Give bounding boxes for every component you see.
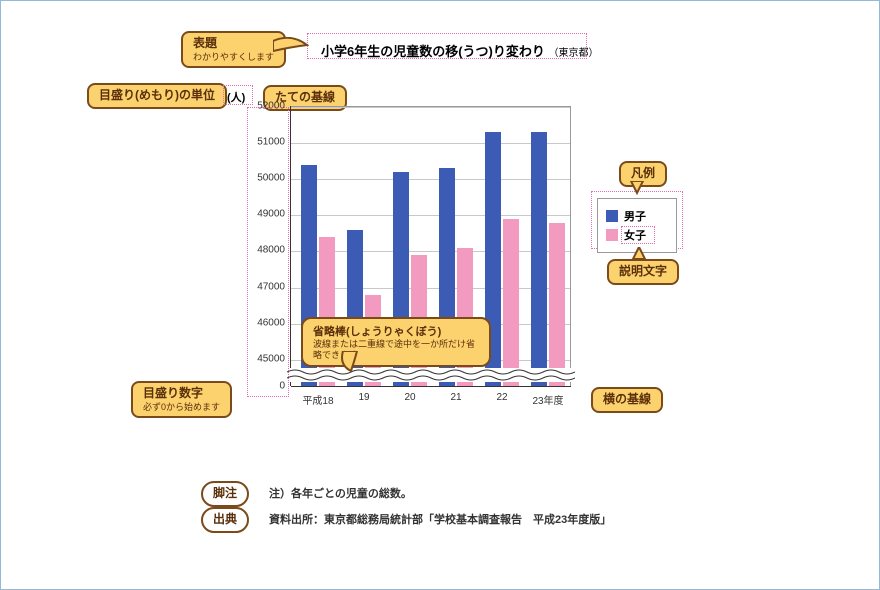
tail-hanrei xyxy=(629,181,645,195)
callout-shoryaku-label: 省略棒(しょうりゃくぼう) xyxy=(313,326,441,338)
callout-shoryaku: 省略棒(しょうりゃくぼう) 波線または二重線で途中を一か所だけ省略できます xyxy=(301,317,491,367)
anno-yoko-kisen: 横の基線 xyxy=(591,387,663,413)
title-main: 小学6年生の児童数の移(うつ)り変わり xyxy=(321,44,545,59)
anno-memori-unit: 目盛り(めもり)の単位 xyxy=(87,83,227,109)
anno-memori-suji-label: 目盛り数字 xyxy=(143,386,203,400)
anno-setsumei-label: 説明文字 xyxy=(619,264,667,278)
figure-canvas: 小学6年生の児童数の移(うつ)り変わり （東京都） 表題 わかりやすくします 目… xyxy=(0,0,880,590)
yaxis-unit: (人) xyxy=(227,89,245,105)
swatch-female xyxy=(606,229,618,241)
swatch-male xyxy=(606,210,618,222)
legend-male-label: 男子 xyxy=(624,208,646,224)
anno-hyodai-sub: わかりやすくします xyxy=(193,52,274,64)
bar-female xyxy=(549,223,565,387)
callout-shoryaku-sub: 波線または二重線で途中を一か所だけ省略できます xyxy=(313,339,479,361)
tail-hyodai xyxy=(273,37,309,57)
anno-yoko-label: 横の基線 xyxy=(603,392,651,406)
xtick-label: 19 xyxy=(358,392,369,403)
title-suffix: （東京都） xyxy=(549,48,599,59)
gridline xyxy=(291,143,570,144)
gridline xyxy=(291,215,570,216)
anno-setsumei: 説明文字 xyxy=(607,259,679,285)
anno-memori-unit-label: 目盛り(めもり)の単位 xyxy=(99,88,215,102)
xtick-label: 22 xyxy=(496,392,507,403)
bar-female xyxy=(503,219,519,387)
legend-label-dotted xyxy=(621,226,655,244)
xtick-label: 20 xyxy=(404,392,415,403)
xtick-label: 23年度 xyxy=(532,392,563,407)
yticks-dotted-box xyxy=(247,107,289,397)
xtick-label: 平成18 xyxy=(302,392,333,407)
gridline xyxy=(291,179,570,180)
anno-hanrei-label: 凡例 xyxy=(631,166,655,180)
anno-shutten: 出典 xyxy=(201,507,249,533)
tail-shoryaku xyxy=(339,351,363,373)
footnote-text: 注）各年ごとの児童の総数。 xyxy=(269,485,412,501)
tail-setsumei xyxy=(631,247,647,261)
axis-break xyxy=(287,368,575,382)
source-text: 資料出所：東京都総務局統計部「学校基本調査報告 平成23年度版」 xyxy=(269,511,611,527)
anno-kyakuchu-label: 脚注 xyxy=(213,486,237,500)
gridline xyxy=(291,107,570,108)
anno-memori-suji: 目盛り数字 必ず0から始めます xyxy=(131,381,232,418)
chart-title: 小学6年生の児童数の移(うつ)り変わり （東京都） xyxy=(321,41,599,60)
legend-row-male: 男子 xyxy=(606,208,668,224)
anno-hyodai-label: 表題 xyxy=(193,36,217,50)
anno-memori-suji-sub: 必ず0から始めます xyxy=(143,402,220,414)
anno-hyodai: 表題 わかりやすくします xyxy=(181,31,286,68)
anno-kyakuchu: 脚注 xyxy=(201,481,249,507)
xtick-label: 21 xyxy=(450,392,461,403)
anno-shutten-label: 出典 xyxy=(213,512,237,526)
bar-male xyxy=(531,132,547,387)
